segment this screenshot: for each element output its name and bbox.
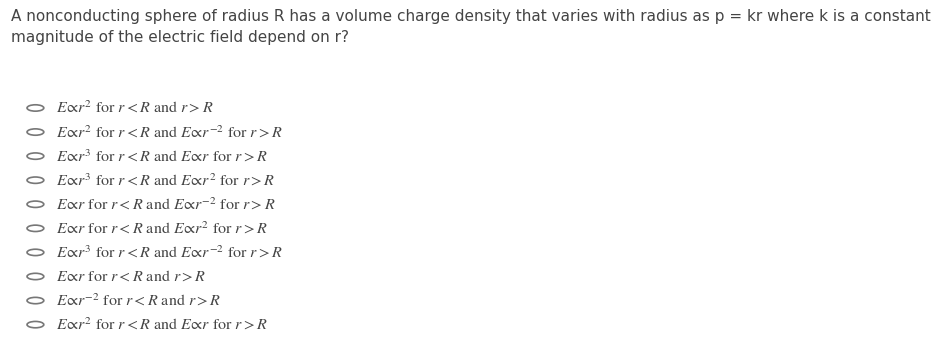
Text: $E\!\propto\!r^2$ for $r < R$ and $r > R$: $E\!\propto\!r^2$ for $r < R$ and $r > R… bbox=[56, 100, 213, 116]
Text: $E\!\propto\!r$ for $r < R$ and $r > R$: $E\!\propto\!r$ for $r < R$ and $r > R$ bbox=[56, 269, 206, 284]
Text: $E\!\propto\!r$ for $r < R$ and $E\!\propto\!r^{-2}$ for $r > R$: $E\!\propto\!r$ for $r < R$ and $E\!\pro… bbox=[56, 196, 276, 212]
Text: $E\!\propto\!r^{-2}$ for $r < R$ and $r > R$: $E\!\propto\!r^{-2}$ for $r < R$ and $r … bbox=[56, 292, 221, 309]
Text: $E\!\propto\!r^3$ for $r < R$ and $E\!\propto\!r^{-2}$ for $r > R$: $E\!\propto\!r^3$ for $r < R$ and $E\!\p… bbox=[56, 244, 282, 261]
Text: $E\!\propto\!r^3$ for $r < R$ and $E\!\propto\!r^2$ for $r > R$: $E\!\propto\!r^3$ for $r < R$ and $E\!\p… bbox=[56, 172, 275, 188]
Text: $E\!\propto\!r$ for $r < R$ and $E\!\propto\!r^2$ for $r > R$: $E\!\propto\!r$ for $r < R$ and $E\!\pro… bbox=[56, 220, 267, 236]
Text: $E\!\propto\!r^3$ for $r < R$ and $E\!\propto\!r$ for $r > R$: $E\!\propto\!r^3$ for $r < R$ and $E\!\p… bbox=[56, 148, 267, 164]
Text: $E\!\propto\!r^2$ for $r < R$ and $E\!\propto\!r^{-2}$ for $r > R$: $E\!\propto\!r^2$ for $r < R$ and $E\!\p… bbox=[56, 124, 282, 140]
Text: $E\!\propto\!r^2$ for $r < R$ and $E\!\propto\!r$ for $r > R$: $E\!\propto\!r^2$ for $r < R$ and $E\!\p… bbox=[56, 316, 267, 333]
Text: A nonconducting sphere of radius R has a volume charge density that varies with : A nonconducting sphere of radius R has a… bbox=[11, 9, 932, 45]
